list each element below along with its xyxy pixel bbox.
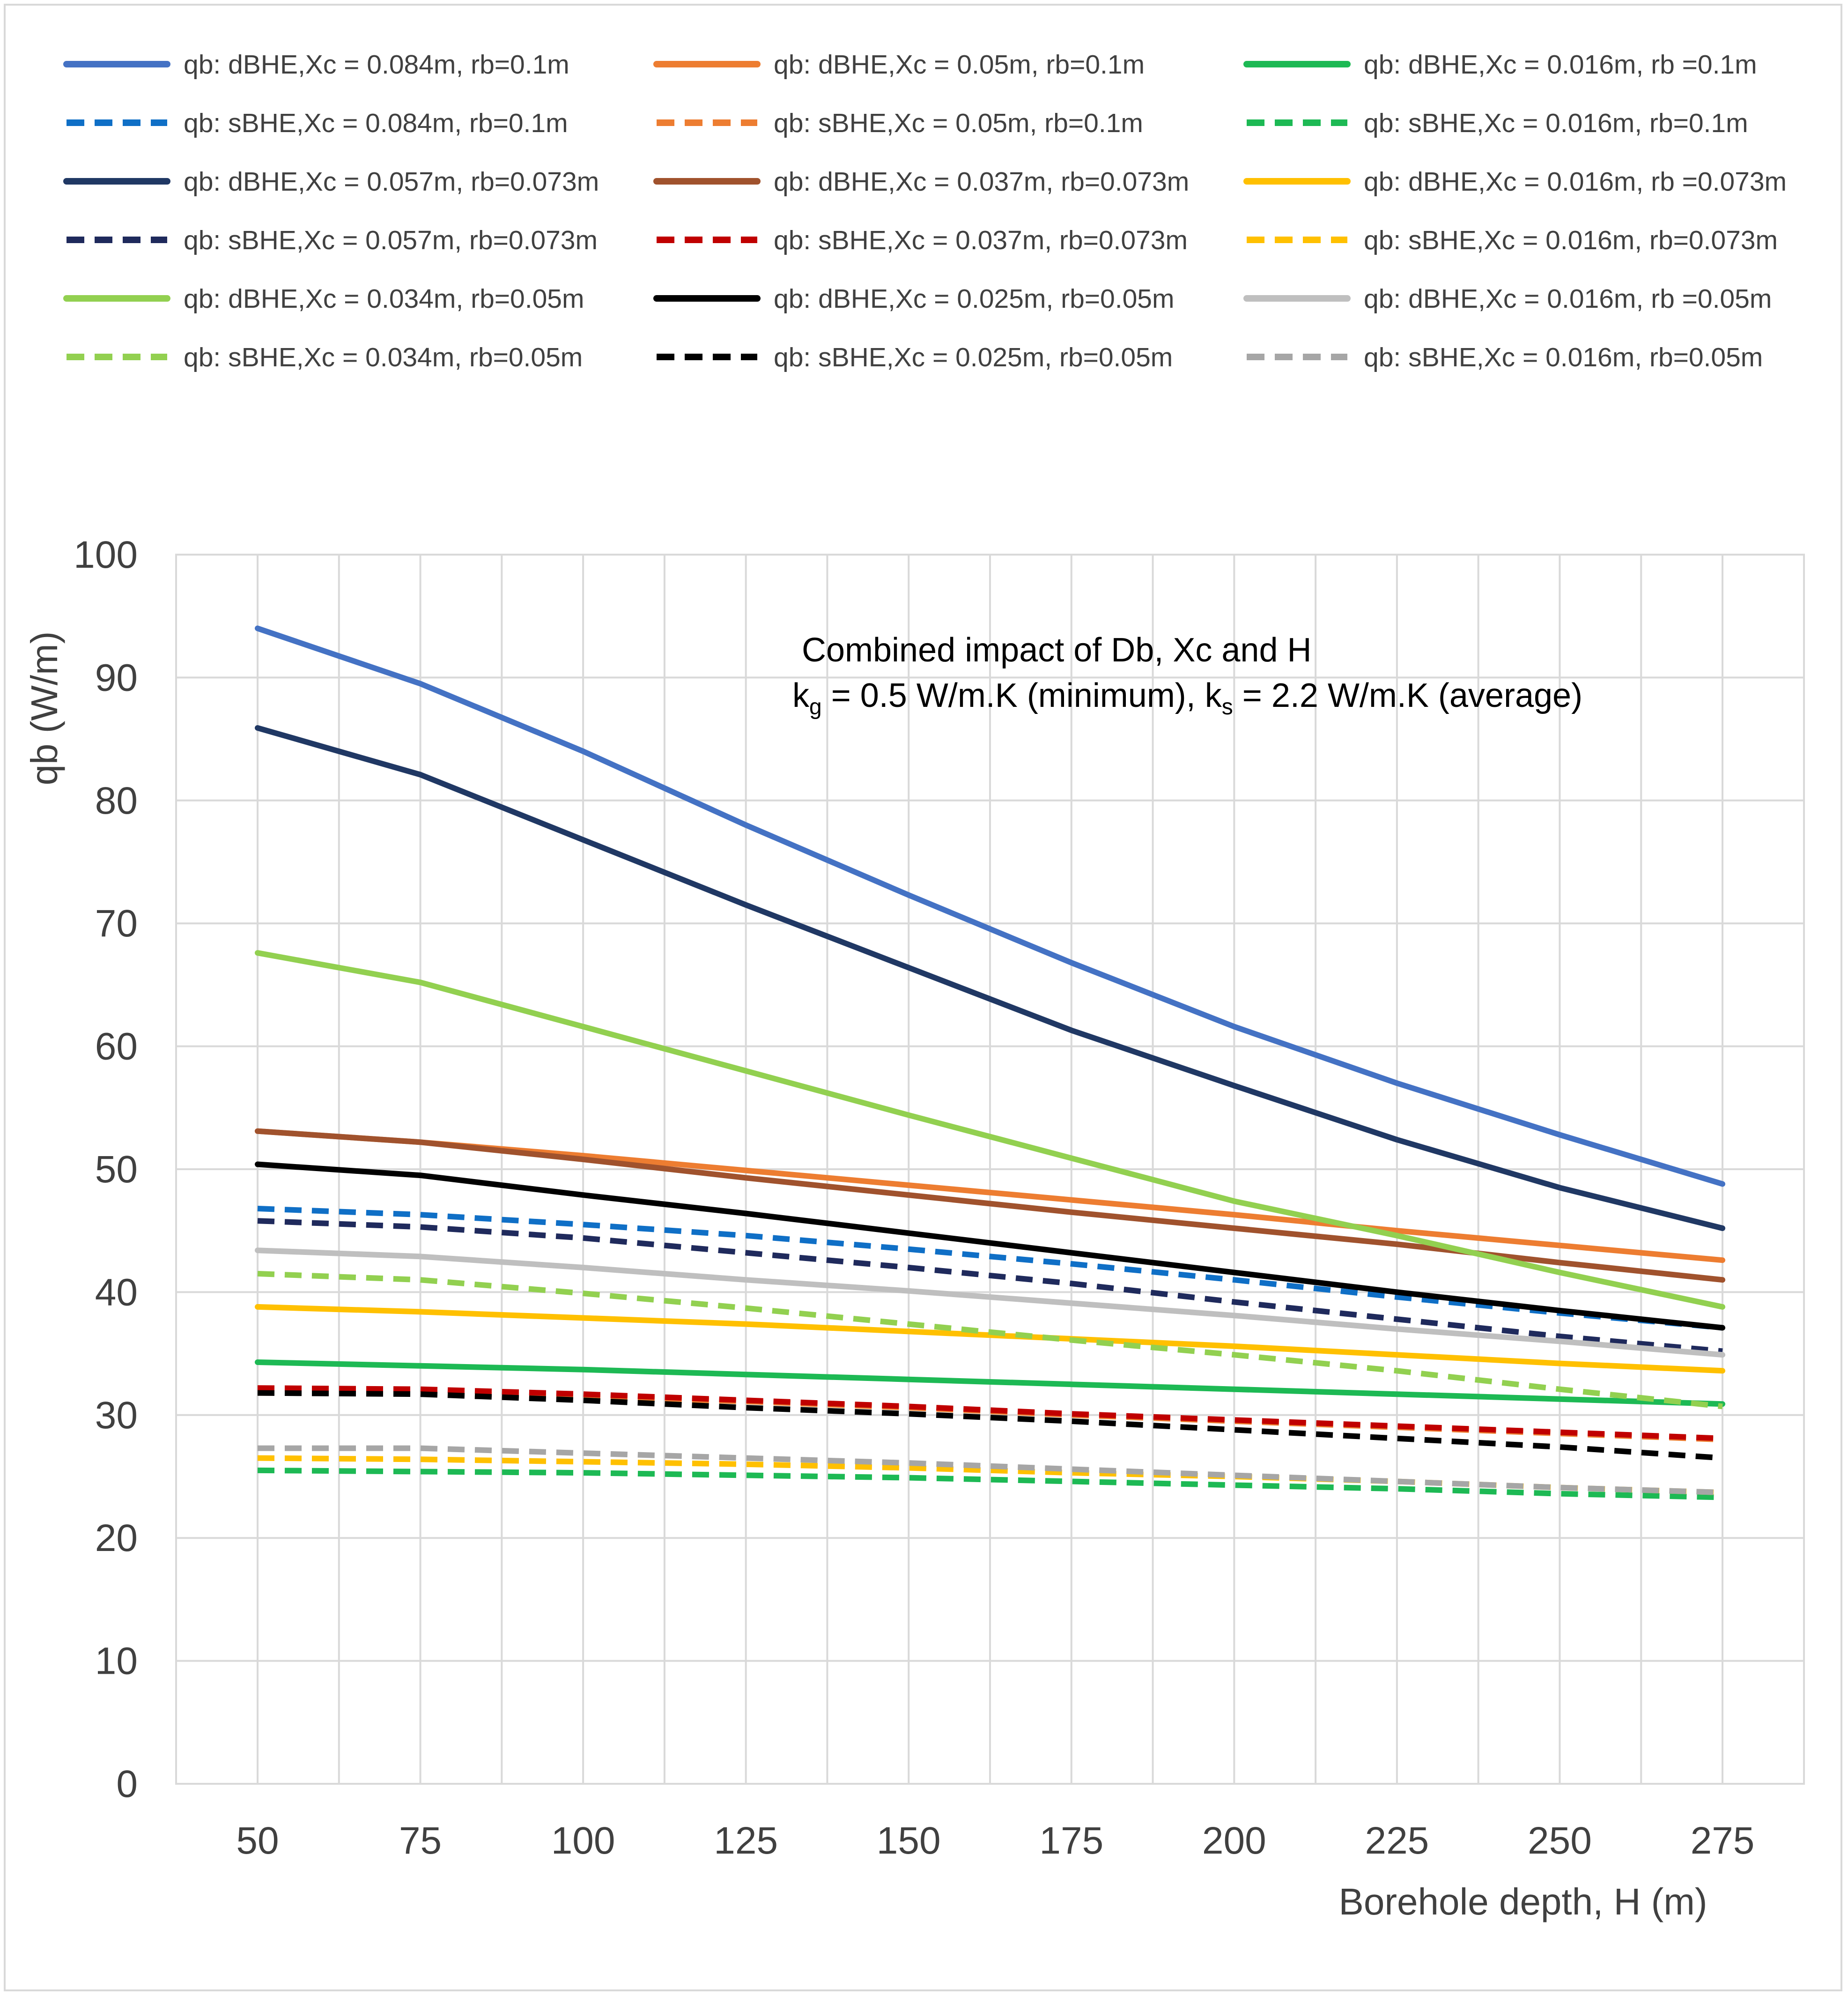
- legend-label: qb: sBHE,Xc = 0.034m, rb=0.05m: [184, 342, 583, 372]
- legend-label: qb: sBHE,Xc = 0.057m, rb=0.073m: [184, 225, 598, 255]
- y-tick-label: 40: [95, 1271, 138, 1313]
- x-tick-label: 275: [1691, 1819, 1755, 1862]
- y-tick-label: 90: [95, 656, 138, 699]
- y-axis-ticks: 0 10 20 30 40 50 60 70 80 90 100: [74, 534, 138, 1805]
- legend-label: qb: dBHE,Xc = 0.016m, rb =0.073m: [1364, 167, 1787, 197]
- legend-label: qb: sBHE,Xc = 0.05m, rb=0.1m: [774, 108, 1143, 138]
- x-tick-label: 200: [1202, 1819, 1266, 1862]
- y-tick-label: 50: [95, 1148, 138, 1191]
- annotation-conductivity: kg = 0.5 W/m.K (minimum), ks = 2.2 W/m.K…: [792, 677, 1582, 720]
- legend-label: qb: dBHE,Xc = 0.037m, rb=0.073m: [774, 167, 1189, 197]
- legend-label: qb: dBHE,Xc = 0.084m, rb=0.1m: [184, 50, 569, 80]
- y-tick-label: 20: [95, 1517, 138, 1559]
- series-line-4: [257, 1206, 1723, 1331]
- series-line-16: [257, 1271, 1723, 1410]
- x-tick-label: 50: [236, 1819, 279, 1862]
- legend-label: qb: sBHE,Xc = 0.084m, rb=0.1m: [184, 108, 568, 138]
- x-tick-label: 100: [551, 1819, 615, 1862]
- legend-label: qb: sBHE,Xc = 0.025m, rb=0.05m: [774, 342, 1173, 372]
- x-tick-label: 150: [877, 1819, 941, 1862]
- legend-label: qb: dBHE,Xc = 0.016m, rb =0.1m: [1364, 50, 1757, 80]
- legend-label: qb: dBHE,Xc = 0.057m, rb=0.073m: [184, 167, 599, 197]
- legend-label: qb: dBHE,Xc = 0.034m, rb=0.05m: [184, 284, 584, 314]
- y-tick-label: 100: [74, 534, 138, 576]
- series-line-9: [255, 1304, 1725, 1374]
- series-line-3: [255, 1359, 1725, 1407]
- y-tick-label: 60: [95, 1025, 138, 1068]
- x-tick-label: 175: [1039, 1819, 1103, 1862]
- annotation-title: Combined impact of Db, Xc and H: [802, 631, 1312, 669]
- annotation-kg-sub: g: [809, 695, 822, 720]
- x-axis-ticks: 50 75 100 125 150 175 200 225 250 275: [236, 1819, 1754, 1862]
- legend-label: qb: sBHE,Xc = 0.016m, rb=0.05m: [1364, 342, 1763, 372]
- y-tick-label: 0: [116, 1763, 138, 1805]
- legend-label: qb: sBHE,Xc = 0.016m, rb=0.1m: [1364, 108, 1748, 138]
- y-tick-label: 70: [95, 902, 138, 945]
- line-chart: qb: dBHE,Xc = 0.084m, rb=0.1m qb: dBHE,Xc…: [23, 50, 1805, 1922]
- x-tick-label: 75: [399, 1819, 442, 1862]
- legend-label: qb: dBHE,Xc = 0.025m, rb=0.05m: [774, 284, 1174, 314]
- annotation-kg: k: [792, 677, 810, 714]
- legend-label: qb: sBHE,Xc = 0.037m, rb=0.073m: [774, 225, 1188, 255]
- y-tick-label: 30: [95, 1394, 138, 1437]
- annotation-ks-rest: = 2.2 W/m.K (average): [1233, 677, 1582, 714]
- series-line-14: [255, 1161, 1725, 1331]
- gridlines: [176, 554, 1804, 1785]
- annotation-kg-rest: = 0.5 W/m.K (minimum), k: [822, 677, 1222, 714]
- legend: qb: dBHE,Xc = 0.084m, rb=0.1m qb: dBHE,Xc…: [63, 50, 1787, 372]
- series-line-1: [255, 625, 1725, 1187]
- series-line-10: [257, 1218, 1723, 1354]
- y-tick-label: 80: [95, 779, 138, 822]
- series-line-13: [255, 950, 1725, 1310]
- annotation-ks-sub: s: [1222, 695, 1233, 720]
- x-tick-label: 250: [1528, 1819, 1592, 1862]
- series-line-7: [255, 725, 1725, 1231]
- series-lines: [255, 625, 1725, 1500]
- x-tick-label: 225: [1365, 1819, 1429, 1862]
- x-axis-title: Borehole depth, H (m): [1338, 1881, 1707, 1922]
- chart-frame: qb: dBHE,Xc = 0.084m, rb=0.1m qb: dBHE,Xc…: [4, 4, 1842, 1991]
- legend-label: qb: dBHE,Xc = 0.05m, rb=0.1m: [774, 50, 1145, 80]
- series-line-15: [255, 1247, 1725, 1358]
- y-axis-title: qb (W/m): [23, 631, 65, 786]
- y-tick-label: 10: [95, 1640, 138, 1683]
- legend-label: qb: sBHE,Xc = 0.016m, rb=0.073m: [1364, 225, 1778, 255]
- x-tick-label: 125: [714, 1819, 778, 1862]
- legend-label: qb: dBHE,Xc = 0.016m, rb =0.05m: [1364, 284, 1772, 314]
